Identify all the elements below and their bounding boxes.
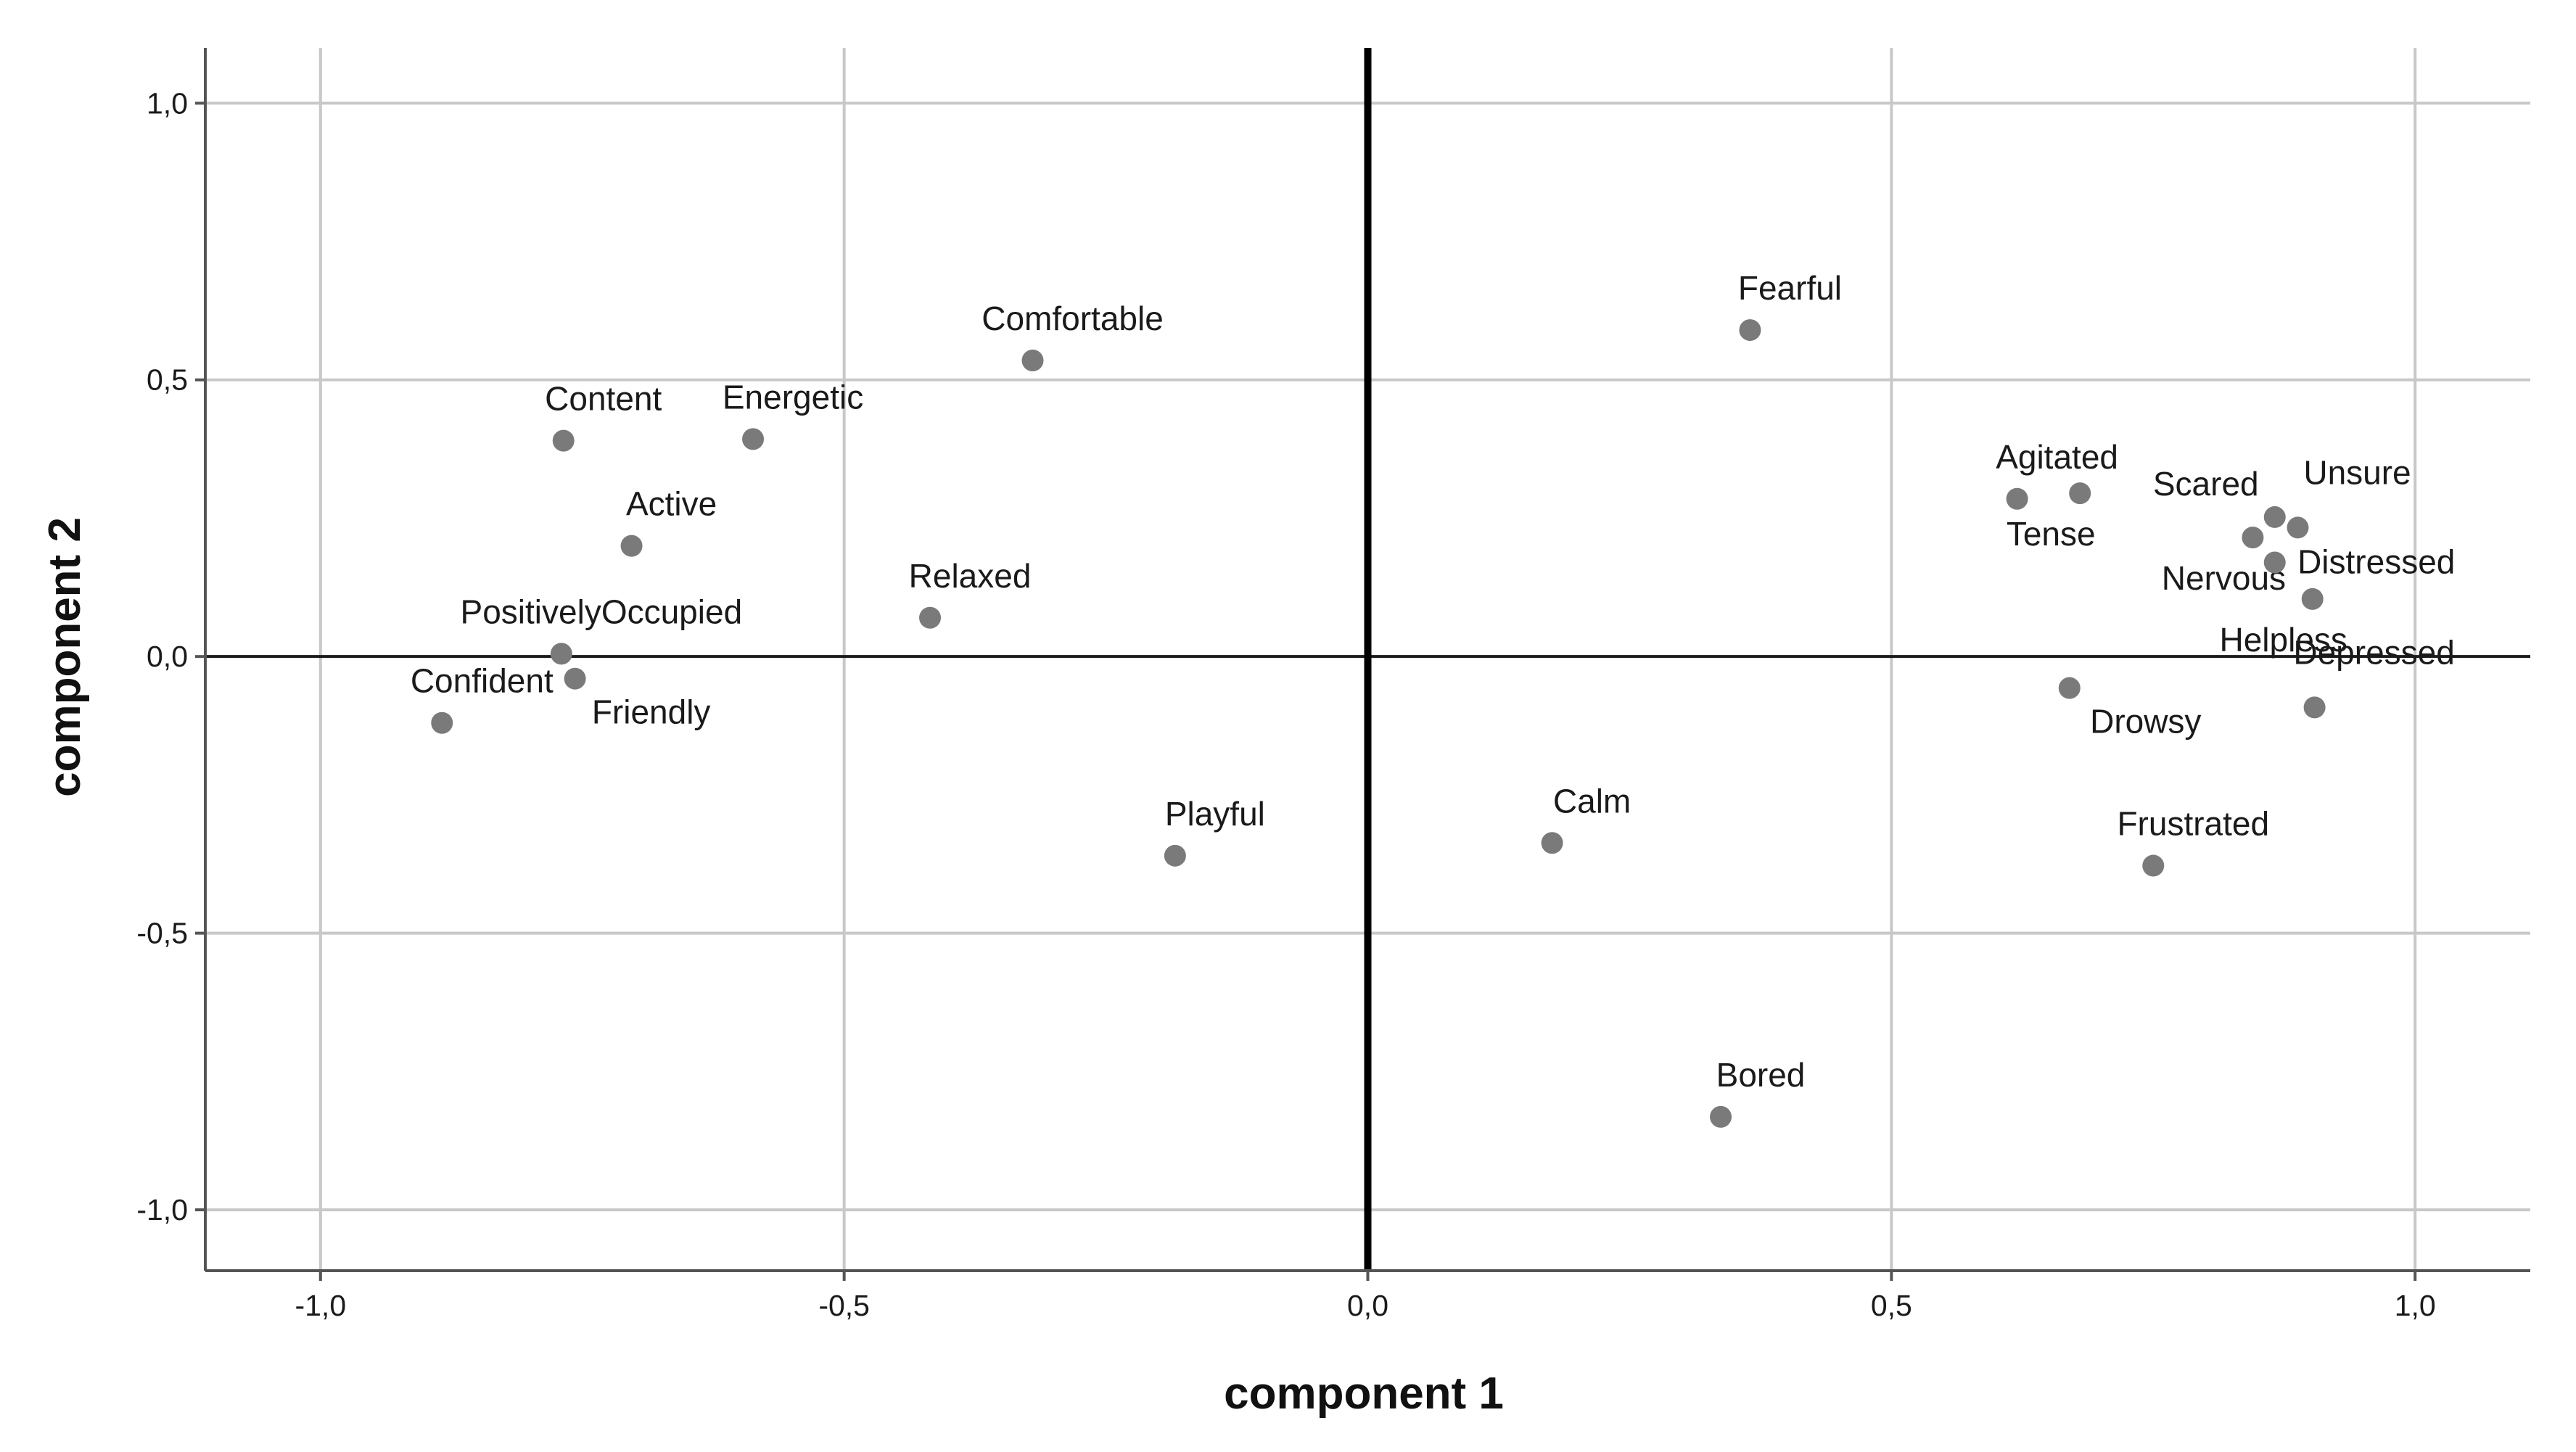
data-point-group: Friendly	[564, 667, 711, 731]
x-axis-title: component 1	[1224, 1369, 1504, 1419]
data-point-group: Fearful	[1738, 269, 1842, 342]
y-tick-label: -1,0	[136, 1193, 188, 1226]
y-axis-title: component 2	[40, 517, 90, 797]
point-label: Energetic	[723, 378, 863, 416]
point-label: Frustrated	[2117, 805, 2269, 843]
x-tick-label: -1,0	[295, 1289, 346, 1322]
data-point-group: Scared	[2153, 465, 2286, 528]
data-point-group: Calm	[1541, 782, 1631, 854]
tick-labels: -1,0 -0,5 0,0 0,5 1,0 -1,0 -0,5 0,0 0,5 1,0	[136, 86, 2435, 1322]
point-marker	[1541, 832, 1563, 854]
point-label: Distressed	[2297, 543, 2455, 580]
point-marker	[564, 667, 586, 690]
data-points: Fearful Comfortable Content Energetic Active…	[411, 269, 2455, 1128]
point-label: Content	[545, 380, 662, 418]
point-marker	[2287, 516, 2309, 539]
point-marker	[2006, 487, 2028, 510]
data-point-group: Energetic	[723, 378, 863, 450]
point-marker	[1710, 1105, 1732, 1128]
point-label: Comfortable	[982, 300, 1164, 337]
point-marker	[919, 606, 942, 629]
point-marker	[2303, 696, 2326, 719]
point-label: Drowsy	[2090, 703, 2201, 741]
data-point-group: Depressed	[2293, 633, 2455, 719]
point-label: Tense	[2007, 515, 2096, 553]
point-marker	[2069, 482, 2091, 505]
point-label: Calm	[1553, 782, 1631, 820]
point-label: Fearful	[1738, 269, 1842, 307]
point-label: Agitated	[1996, 438, 2118, 476]
x-tick-label: 0,0	[1347, 1289, 1388, 1322]
y-tick-label: 1,0	[147, 86, 188, 120]
point-marker	[431, 711, 453, 734]
point-label: Unsure	[2303, 453, 2411, 491]
x-tick-label: 1,0	[2395, 1289, 2436, 1322]
point-label: Depressed	[2293, 633, 2454, 671]
point-marker	[2242, 527, 2264, 549]
data-point-group: Tense	[2007, 482, 2096, 553]
data-point-group: Distressed	[2263, 543, 2455, 580]
point-label: Relaxed	[909, 557, 1032, 595]
y-tick-label: 0,5	[147, 363, 188, 397]
data-point-group: Drowsy	[2058, 677, 2201, 741]
point-label: Playful	[1165, 795, 1265, 833]
y-tick-label: 0,0	[147, 640, 188, 673]
point-label: PositivelyOccupied	[461, 593, 743, 630]
point-label: Confident	[411, 662, 554, 700]
point-marker	[742, 428, 765, 450]
data-point-group: Unsure	[2287, 453, 2411, 539]
point-marker	[2263, 551, 2286, 574]
point-marker	[620, 535, 643, 557]
point-label: Active	[626, 485, 717, 523]
point-marker	[1021, 350, 1044, 372]
data-point-group: Playful	[1164, 795, 1265, 867]
point-marker	[1164, 844, 1186, 867]
point-marker	[2301, 587, 2324, 610]
data-point-group: Helpless	[2220, 587, 2347, 659]
data-point-group: Bored	[1710, 1056, 1805, 1128]
zero-reference-lines	[205, 48, 2530, 1271]
point-marker	[2142, 854, 2165, 877]
point-label: Bored	[1716, 1056, 1806, 1094]
data-point-group: Active	[620, 485, 717, 557]
x-tick-label: -0,5	[818, 1289, 870, 1322]
point-marker	[550, 643, 572, 665]
data-point-group: Confident	[411, 662, 554, 734]
data-point-group: Agitated	[1996, 438, 2118, 510]
data-point-group: Content	[545, 380, 662, 452]
point-marker	[2263, 506, 2286, 528]
data-point-group: Relaxed	[909, 557, 1032, 629]
point-marker	[1739, 319, 1761, 342]
x-tick-label: 0,5	[1871, 1289, 1912, 1322]
data-point-group: PositivelyOccupied	[461, 593, 743, 665]
point-label: Helpless	[2220, 621, 2347, 659]
point-marker	[2058, 677, 2081, 699]
data-point-group: Frustrated	[2117, 805, 2269, 877]
data-point-group: Comfortable	[982, 300, 1164, 372]
axes	[195, 48, 2530, 1281]
point-marker	[552, 429, 575, 452]
y-tick-label: -0,5	[136, 917, 188, 950]
point-label: Scared	[2153, 465, 2259, 503]
point-label: Friendly	[592, 693, 711, 731]
